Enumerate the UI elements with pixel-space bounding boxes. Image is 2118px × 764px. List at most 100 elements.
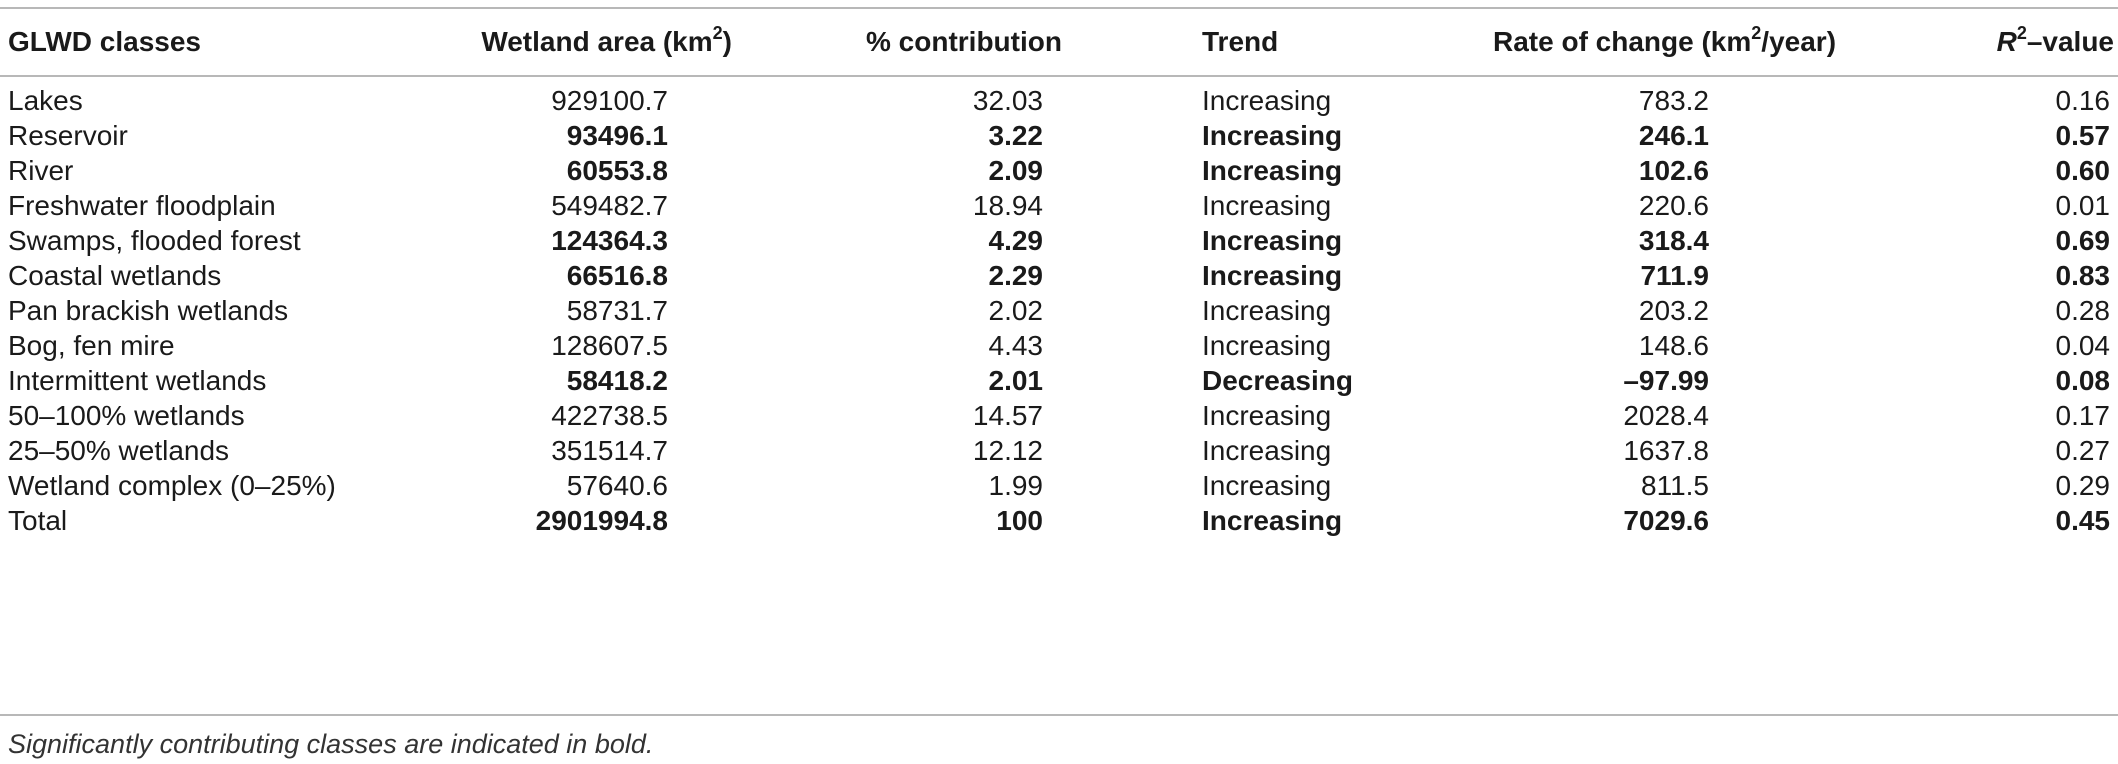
cell-trend: Increasing (1202, 85, 1332, 116)
cell-trend: Increasing (1202, 155, 1343, 186)
cell-glwd-class: 25–50% wetlands (8, 435, 230, 466)
cell-rate-of-change: 102.6 (1638, 155, 1709, 186)
cell-rate-of-change: 318.4 (1638, 225, 1709, 256)
cell-contribution: 4.29 (988, 225, 1044, 256)
table-row: River 60553.8 2.09 Increasing 102.6 0.60 (0, 153, 2118, 188)
cell-glwd-class: Swamps, flooded forest (8, 225, 301, 256)
cell-trend: Increasing (1202, 120, 1343, 151)
cell-r2-value: 0.04 (2055, 330, 2111, 361)
cell-contribution: 100 (996, 505, 1043, 536)
cell-trend: Increasing (1202, 225, 1343, 256)
cell-rate-of-change: 2028.4 (1623, 400, 1709, 431)
table-row: Total 2901994.8 100 Increasing 7029.6 0.45 (0, 503, 2118, 538)
cell-glwd-class: 50–100% wetlands (8, 400, 245, 431)
cell-rate-of-change: 7029.6 (1623, 505, 1709, 536)
cell-rate-of-change: 783.2 (1638, 85, 1709, 116)
cell-r2-value: 0.28 (2055, 295, 2111, 326)
cell-r2-value: 0.60 (2055, 155, 2111, 186)
cell-contribution: 18.94 (972, 190, 1043, 221)
cell-wetland-area: 128607.5 (551, 330, 668, 361)
cell-trend: Increasing (1202, 330, 1332, 361)
cell-contribution: 2.29 (988, 260, 1044, 291)
cell-trend: Increasing (1202, 295, 1332, 326)
table-row: Freshwater floodplain 549482.7 18.94 Increa… (0, 188, 2118, 223)
cell-r2-value: 0.45 (2055, 505, 2111, 536)
cell-r2-value: 0.69 (2055, 225, 2111, 256)
table-row: Pan brackish wetlands 58731.7 2.02 Increasi… (0, 293, 2118, 328)
cell-rate-of-change: 811.5 (1641, 470, 1709, 501)
header-trend: Trend (1202, 26, 1279, 57)
table-row: Wetland complex (0–25%) 57640.6 1.99 Increa… (0, 468, 2118, 503)
cell-r2-value: 0.27 (2055, 435, 2111, 466)
cell-rate-of-change: 711.9 (1640, 260, 1709, 291)
cell-wetland-area: 66516.8 (566, 260, 668, 291)
cell-wetland-area: 549482.7 (551, 190, 668, 221)
cell-contribution: 2.02 (988, 295, 1044, 326)
cell-glwd-class: Coastal wetlands (8, 260, 222, 291)
cell-glwd-class: Wetland complex (0–25%) (8, 470, 336, 501)
table-row: 25–50% wetlands 351514.7 12.12 Increasing 16… (0, 433, 2118, 468)
cell-trend: Increasing (1202, 190, 1332, 221)
cell-wetland-area: 58418.2 (566, 365, 668, 396)
header-rate-of-change: Rate of change (km2/year) (1493, 22, 1837, 57)
table-footnote: Significantly contributing classes are i… (8, 729, 654, 759)
cell-glwd-class: Intermittent wetlands (8, 365, 267, 396)
cell-trend: Increasing (1202, 505, 1343, 536)
cell-rate-of-change: –97.99 (1623, 365, 1709, 396)
cell-rate-of-change: 220.6 (1638, 190, 1709, 221)
cell-glwd-class: Pan brackish wetlands (8, 295, 289, 326)
cell-glwd-class: Lakes (8, 85, 83, 116)
cell-wetland-area: 93496.1 (566, 120, 668, 151)
cell-contribution: 3.22 (988, 120, 1044, 151)
cell-rate-of-change: 246.1 (1638, 120, 1709, 151)
cell-glwd-class: Bog, fen mire (8, 330, 175, 361)
table-top-rule (0, 7, 2118, 9)
table-row: Intermittent wetlands 58418.2 2.01 Decreasi… (0, 363, 2118, 398)
table-row: Lakes 929100.7 32.03 Increasing 783.2 0.16 (0, 83, 2118, 118)
table-row: 50–100% wetlands 422738.5 14.57 Increasing 2… (0, 398, 2118, 433)
table-row: Coastal wetlands 66516.8 2.29 Increasing 711… (0, 258, 2118, 293)
cell-wetland-area: 124364.3 (551, 225, 668, 256)
cell-trend: Increasing (1202, 435, 1332, 466)
table-row: Bog, fen mire 128607.5 4.43 Increasing 148.6… (0, 328, 2118, 363)
cell-r2-value: 0.16 (2055, 85, 2111, 116)
cell-wetland-area: 60553.8 (566, 155, 668, 186)
cell-contribution: 1.99 (988, 470, 1044, 501)
header-contribution: % contribution (866, 26, 1062, 57)
cell-trend: Increasing (1202, 260, 1343, 291)
cell-r2-value: 0.17 (2055, 400, 2111, 431)
cell-contribution: 32.03 (972, 85, 1043, 116)
cell-r2-value: 0.83 (2055, 260, 2111, 291)
cell-r2-value: 0.57 (2055, 120, 2111, 151)
cell-trend: Decreasing (1202, 365, 1353, 396)
cell-wetland-area: 422738.5 (551, 400, 668, 431)
table-header-rule (0, 75, 2118, 77)
cell-glwd-class: Freshwater floodplain (8, 190, 276, 221)
cell-contribution: 4.43 (988, 330, 1044, 361)
cell-r2-value: 0.01 (2055, 190, 2111, 221)
cell-glwd-class: Reservoir (8, 120, 128, 151)
cell-contribution: 2.01 (988, 365, 1044, 396)
cell-wetland-area: 57640.6 (566, 470, 668, 501)
cell-r2-value: 0.29 (2055, 470, 2111, 501)
cell-rate-of-change: 1637.8 (1623, 435, 1709, 466)
cell-wetland-area: 351514.7 (551, 435, 668, 466)
cell-glwd-class: Total (8, 505, 68, 536)
header-r2-value: R2–value (1996, 22, 2114, 57)
cell-wetland-area: 929100.7 (551, 85, 668, 116)
header-glwd-classes: GLWD classes (8, 26, 201, 57)
header-wetland-area: Wetland area (km2) (481, 22, 732, 57)
cell-contribution: 12.12 (972, 435, 1043, 466)
cell-r2-value: 0.08 (2055, 365, 2111, 396)
cell-glwd-class: River (8, 155, 74, 186)
cell-wetland-area: 58731.7 (566, 295, 668, 326)
cell-trend: Increasing (1202, 470, 1332, 501)
cell-trend: Increasing (1202, 400, 1332, 431)
table-row: Swamps, flooded forest 124364.3 4.29 Increa… (0, 223, 2118, 258)
table-header-row: GLWD classes Wetland area (km2) % contri… (0, 18, 2118, 65)
cell-rate-of-change: 148.6 (1638, 330, 1709, 361)
cell-contribution: 14.57 (972, 400, 1043, 431)
table-bottom-rule (0, 714, 2118, 716)
cell-wetland-area: 2901994.8 (535, 505, 668, 536)
cell-contribution: 2.09 (988, 155, 1044, 186)
